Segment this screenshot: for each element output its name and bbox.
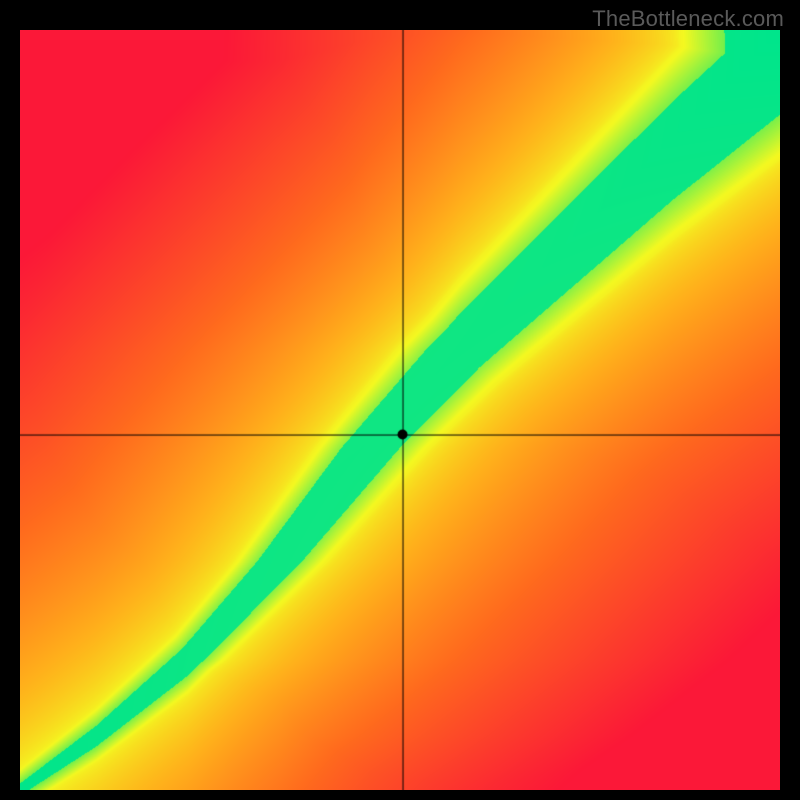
- bottleneck-heatmap: [20, 30, 780, 790]
- heatmap-canvas: [20, 30, 780, 790]
- watermark-text: TheBottleneck.com: [592, 6, 784, 32]
